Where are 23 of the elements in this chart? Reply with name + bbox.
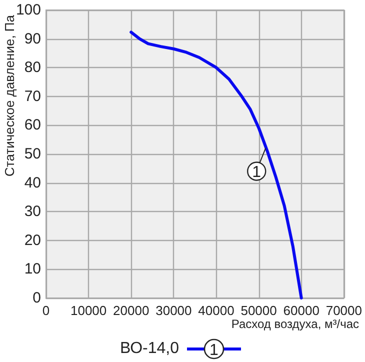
y-tick-label: 80	[24, 59, 41, 76]
annotation: 1	[252, 164, 262, 182]
y-tick-label: 30	[24, 203, 41, 220]
y-tick-label: 60	[24, 116, 41, 134]
legend-label: ВО-14,0	[120, 340, 180, 358]
x-tick-label: 10000	[70, 303, 107, 318]
y-tick-label: 20	[24, 232, 41, 249]
x-axis-title: Расход воздуха, м³/час	[231, 317, 359, 331]
y-tick-label: 100	[16, 2, 41, 18]
x-tick-label: 60000	[283, 303, 320, 318]
x-tick-label: 40000	[198, 303, 234, 318]
x-tick-label: 50000	[240, 303, 277, 318]
x-tick-label: 70000	[326, 303, 362, 318]
x-tick-label: 30000	[156, 303, 192, 318]
x-tick-label: 20000	[113, 303, 150, 318]
line-series	[130, 30, 303, 300]
y-tick-label: 0	[32, 290, 41, 306]
y-tick-label: 50	[24, 146, 41, 162]
y-tick-label: 40	[24, 174, 41, 192]
y-tick-label: 10	[24, 260, 41, 278]
y-axis-title: Статическое давление, Па	[2, 14, 17, 176]
y-tick-label: 70	[24, 88, 41, 105]
y-tick-label: 90	[24, 30, 41, 48]
